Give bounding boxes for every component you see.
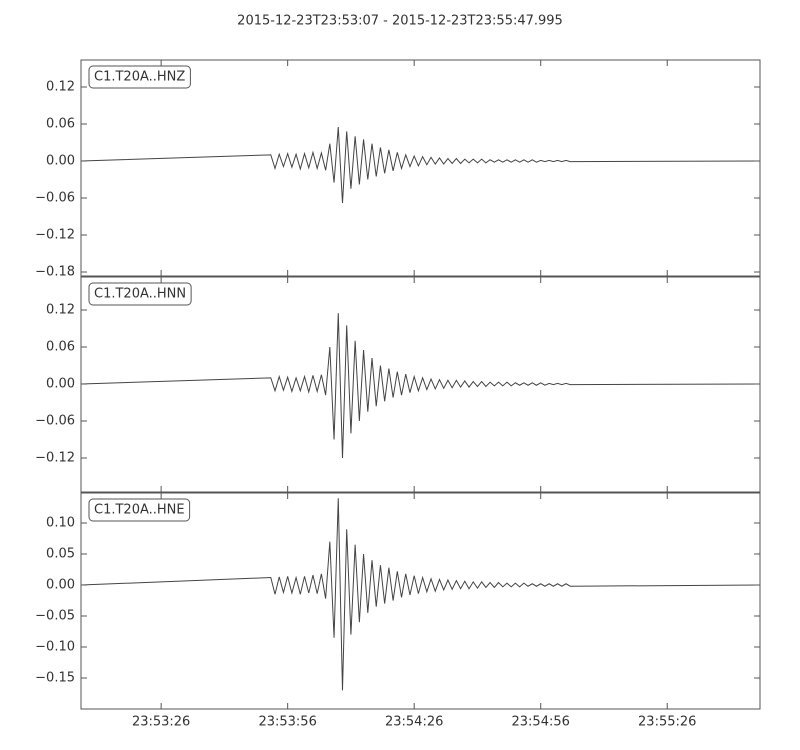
y-tick-label: 0.00: [46, 377, 75, 392]
y-tick-label: 0.00: [46, 154, 75, 169]
y-tick-label: 0.12: [46, 302, 75, 317]
waveform: [80, 498, 761, 691]
y-tick-label: 0.06: [46, 340, 75, 355]
waveform: [80, 127, 761, 203]
y-tick-label: −0.15: [35, 671, 75, 686]
trace-label: C1.T20A..HNE: [94, 503, 185, 518]
chart-title: 2015-12-23T23:53:07 - 2015-12-23T23:55:4…: [237, 14, 563, 29]
y-tick-label: 0.12: [46, 80, 75, 95]
y-tick-label: −0.06: [35, 190, 75, 205]
y-tick-label: −0.12: [35, 227, 75, 242]
trace-label-box: [88, 498, 191, 522]
y-tick-label: −0.06: [35, 414, 75, 429]
trace-label: C1.T20A..HNN: [94, 287, 186, 302]
panel-frame: [80, 492, 761, 710]
x-tick-label: 23:54:26: [385, 715, 443, 730]
trace-label-box: [88, 65, 191, 89]
trace-label: C1.T20A..HNZ: [94, 70, 185, 85]
trace-label-box: [88, 282, 192, 306]
y-tick-label: −0.05: [35, 609, 75, 624]
y-tick-label: 0.10: [46, 516, 75, 531]
y-tick-label: −0.10: [35, 640, 75, 655]
y-tick-label: −0.12: [35, 451, 75, 466]
panel-frame: [80, 59, 761, 277]
x-tick-label: 23:53:26: [132, 715, 190, 730]
y-tick-label: 0.05: [46, 547, 75, 562]
y-tick-label: 0.06: [46, 117, 75, 132]
x-tick-label: 23:55:26: [638, 715, 696, 730]
y-tick-label: −0.18: [35, 264, 75, 279]
y-tick-label: 0.00: [46, 578, 75, 593]
x-tick-label: 23:54:56: [512, 715, 570, 730]
waveform: [80, 313, 761, 459]
x-tick-label: 23:53:56: [258, 715, 316, 730]
